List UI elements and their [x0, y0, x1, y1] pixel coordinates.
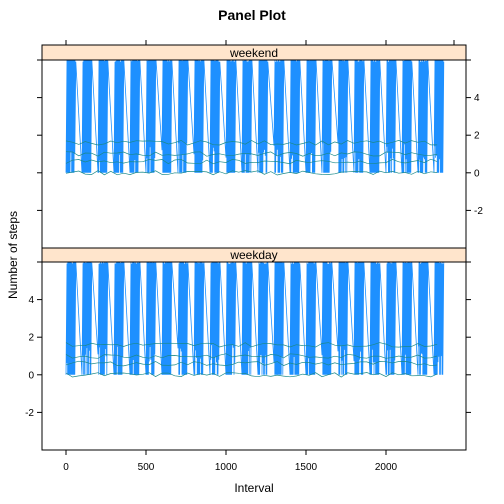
x-tick-label: 1500: [295, 462, 318, 473]
y-tick-label: 0: [474, 168, 480, 179]
series-weekend: [65, 60, 445, 176]
y-axis-weekend: -2 0 2 4: [37, 59, 483, 217]
y-tick-label: 2: [474, 131, 480, 142]
series-baseline: [65, 372, 438, 378]
panel-frame-weekday: [41, 261, 467, 451]
x-tick-label: 1000: [215, 462, 238, 473]
x-axis: 0 500 1000 1500 2000: [63, 40, 455, 473]
series-weekday: [65, 262, 445, 378]
y-tick-label: 4: [474, 93, 480, 104]
y-tick-label: 4: [28, 295, 34, 306]
series-baseline: [65, 170, 438, 176]
chart-title: Panel Plot: [218, 7, 286, 23]
strip-label-weekend: weekend: [229, 46, 278, 60]
panel-weekday: weekday -2 0 2 4: [25, 247, 471, 451]
series-baseline: [65, 158, 438, 165]
series-baseline: [65, 151, 438, 157]
series-line: [65, 60, 445, 173]
y-axis-weekday: -2 0 2 4: [25, 261, 471, 419]
y-axis-label: Number of steps: [6, 211, 20, 299]
panel-weekend: weekend -2 0 2 4: [37, 44, 483, 249]
series-line: [65, 262, 445, 375]
x-tick-label: 500: [138, 462, 155, 473]
x-tick-label: 0: [63, 462, 69, 473]
x-tick-label: 2000: [375, 462, 398, 473]
y-tick-label: -2: [474, 206, 483, 217]
y-tick-label: -2: [25, 408, 34, 419]
series-baseline: [65, 360, 438, 367]
y-tick-label: 2: [28, 333, 34, 344]
y-tick-label: 0: [28, 370, 34, 381]
strip-label-weekday: weekday: [229, 248, 277, 262]
series-baseline: [65, 353, 438, 359]
series-baseline: [65, 342, 438, 348]
series-baseline: [65, 140, 438, 146]
x-axis-label: Interval: [234, 481, 273, 495]
